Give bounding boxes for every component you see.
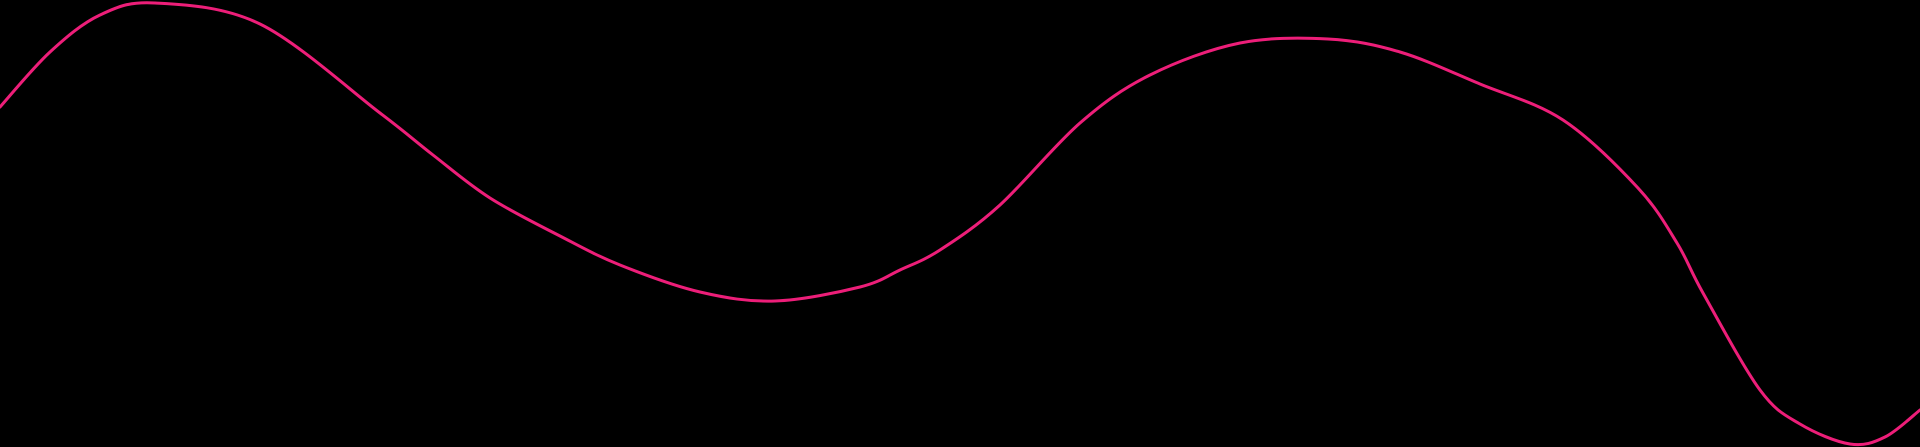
wave-chart: [0, 1, 1920, 447]
wave-graphic-canvas: [0, 0, 1920, 447]
wave-line: [0, 1, 1920, 447]
